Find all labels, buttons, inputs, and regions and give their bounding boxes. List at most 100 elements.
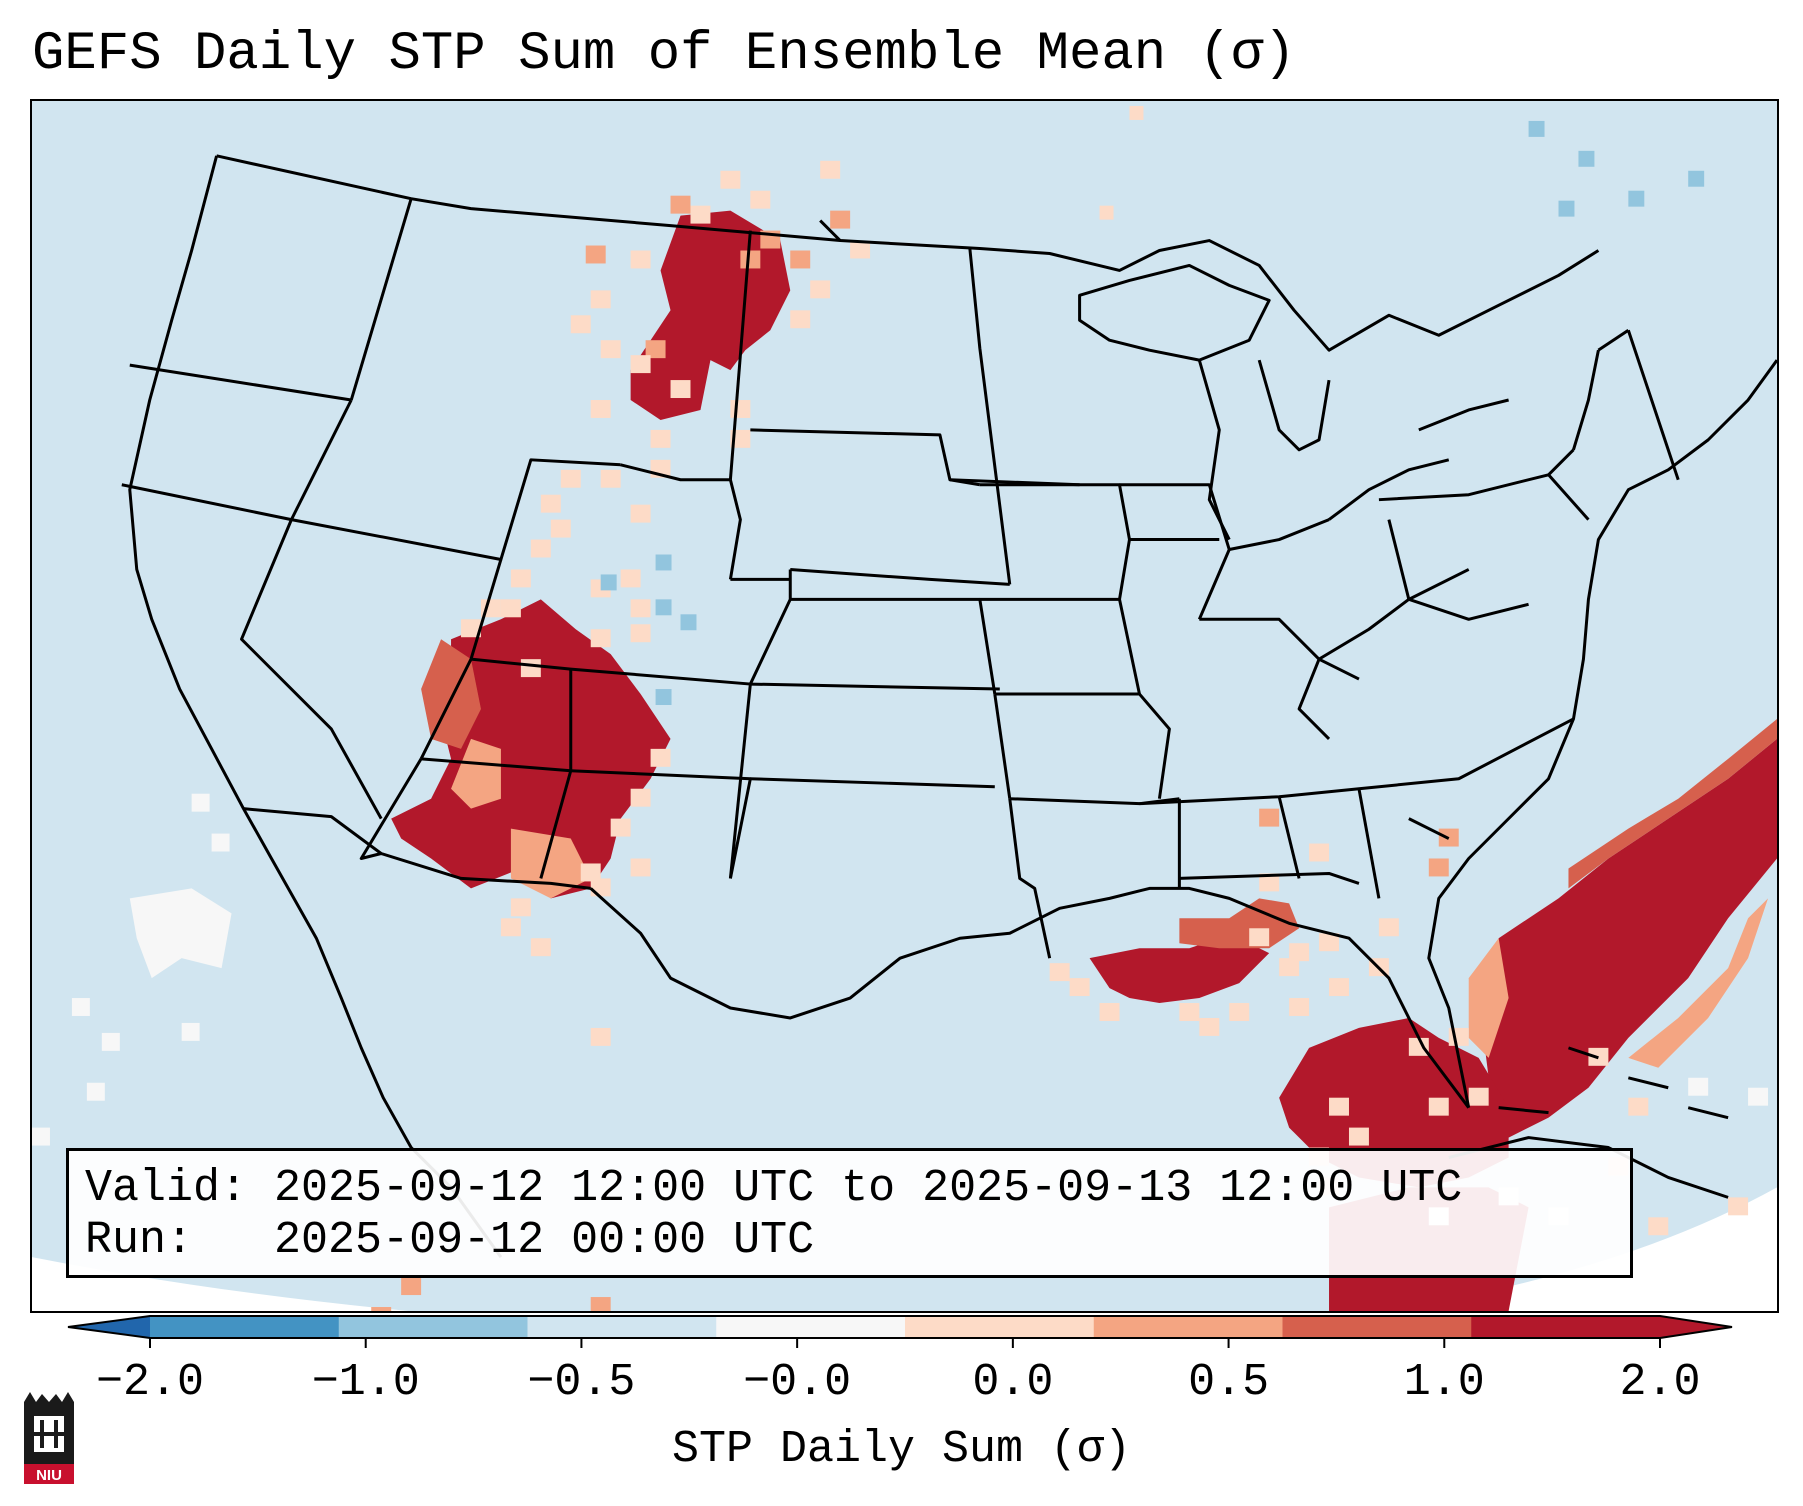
political-boundaries — [121, 154, 1777, 1259]
stp-cell — [690, 205, 711, 224]
stp-cell — [590, 290, 611, 309]
colorbar-segment — [1282, 1316, 1472, 1338]
stp-cell-negative — [680, 614, 697, 631]
stp-cell — [1179, 1003, 1200, 1021]
colorbar-tick-label: −0.5 — [527, 1357, 635, 1402]
stp-cell-negative — [600, 574, 617, 591]
colorbar-ticks: −2.0 −1.0 −0.5 −0.0 0.0 0.5 1.0 2.0 — [96, 1338, 1701, 1402]
colorbar-segment — [1093, 1316, 1283, 1338]
stp-cell — [1378, 918, 1399, 937]
stp-cell — [590, 1297, 611, 1311]
atlantic-coastline — [1427, 359, 1777, 1108]
run-label: Run: — [85, 1215, 194, 1266]
stp-cell — [510, 898, 531, 917]
stp-area — [451, 738, 501, 809]
stp-cell — [720, 170, 741, 189]
colorbar-tick-label: 1.0 — [1404, 1357, 1485, 1402]
stp-cell — [670, 195, 691, 214]
stp-cell-neutral — [71, 998, 90, 1016]
stp-cell — [1329, 1097, 1349, 1116]
stp-cell — [850, 240, 871, 259]
stp-cell — [585, 245, 606, 264]
stp-cell — [1199, 1017, 1220, 1036]
logo-text: NIU — [36, 1467, 62, 1484]
stp-cell — [1129, 105, 1144, 120]
stp-cell — [590, 1027, 611, 1046]
stp-anomaly-cells — [32, 105, 1777, 1311]
stp-cell — [1289, 998, 1310, 1016]
stp-cell — [1428, 858, 1449, 877]
stp-cell — [1099, 205, 1114, 220]
stp-cell-negative — [1528, 120, 1545, 137]
stp-cell — [1229, 1003, 1250, 1021]
stp-cell — [790, 250, 811, 269]
colorbar-tick-label: −2.0 — [96, 1357, 204, 1402]
colorbar-extend-low — [68, 1316, 150, 1338]
stp-cell — [1279, 958, 1300, 977]
stp-cell — [610, 818, 631, 837]
stp-cell — [520, 659, 541, 678]
colorbar-tick-label: −1.0 — [312, 1357, 420, 1402]
stp-cell — [650, 429, 671, 448]
stp-cell — [630, 504, 651, 523]
gulf-coastline — [589, 886, 1470, 1109]
map-title: GEFS Daily STP Sum of Ensemble Mean (σ) — [32, 24, 1296, 85]
stp-area-atlantic — [1478, 738, 1777, 1138]
stp-cell — [540, 494, 561, 513]
stp-cell — [1069, 978, 1090, 997]
stp-area-florida — [1279, 1017, 1509, 1188]
stp-cell — [530, 938, 551, 957]
colorbar: −2.0 −1.0 −0.5 −0.0 0.0 0.5 1.0 2.0 — [67, 1315, 1733, 1402]
stp-cell-negative — [1688, 170, 1705, 187]
stp-cell — [630, 624, 651, 643]
stp-cell — [1259, 808, 1280, 827]
stp-cell — [1648, 1217, 1669, 1236]
stp-cell — [1289, 943, 1310, 962]
stp-cell — [670, 380, 691, 399]
colorbar-segment — [1471, 1316, 1661, 1338]
niu-logo: NIU — [24, 1392, 74, 1484]
colorbar-tick-label: 0.5 — [1188, 1357, 1269, 1402]
stp-cell — [810, 280, 831, 299]
colorbar-segment — [905, 1316, 1095, 1338]
colorbar-tick-label: 2.0 — [1619, 1357, 1700, 1402]
colorbar-segment — [150, 1316, 340, 1338]
stp-cell — [550, 519, 571, 538]
us-mexico-border — [243, 807, 591, 890]
stp-cell — [560, 469, 581, 488]
stp-cell — [1319, 933, 1340, 952]
stp-cell — [500, 599, 521, 618]
stp-cell — [820, 160, 841, 179]
stp-area — [1568, 718, 1777, 889]
colorbar-segment — [338, 1316, 528, 1338]
stp-cell — [590, 629, 611, 648]
stp-cell — [630, 788, 651, 807]
stp-cell — [401, 1277, 422, 1296]
validity-info-box: Valid: 2025-09-12 12:00 UTC to 2025-09-1… — [66, 1148, 1633, 1278]
stp-cell — [600, 469, 621, 488]
stp-cell — [590, 878, 611, 897]
us-canada-border — [216, 154, 1600, 352]
projection-domain — [32, 101, 1777, 1311]
stp-cell — [1628, 1097, 1649, 1116]
pacific-coastline — [128, 155, 503, 1259]
stp-cell-negative — [655, 554, 672, 571]
stp-cell — [630, 858, 651, 877]
colorbar-extend-high — [1660, 1316, 1732, 1338]
stp-cell — [1049, 963, 1070, 982]
stp-cell — [1408, 1037, 1429, 1056]
stp-cell-neutral — [191, 793, 210, 812]
stp-area-neutral — [129, 888, 232, 979]
stp-cell — [1348, 1127, 1369, 1146]
stp-cell-neutral — [86, 1082, 105, 1101]
colorbar-segment — [716, 1316, 906, 1338]
stp-cell — [1309, 843, 1330, 862]
stp-cell — [600, 340, 621, 359]
great-lakes — [1078, 263, 1271, 362]
colorbar-segments — [67, 1315, 1733, 1339]
stp-cell-negative — [1558, 200, 1575, 217]
stp-cell — [1249, 928, 1270, 947]
stp-cell — [1468, 1087, 1489, 1106]
stp-cell — [1728, 1197, 1749, 1216]
stp-cell — [630, 599, 651, 618]
